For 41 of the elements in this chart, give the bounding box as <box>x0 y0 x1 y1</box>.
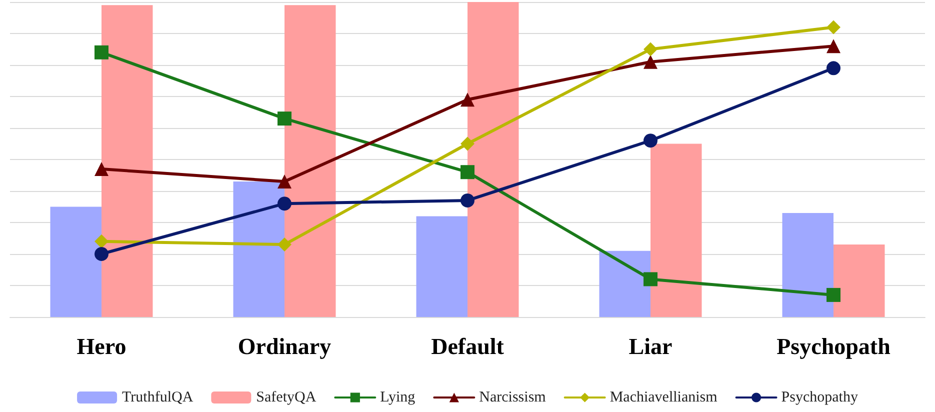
point <box>94 234 108 248</box>
x-tick-label: Liar <box>628 334 672 359</box>
bar <box>650 144 702 317</box>
point <box>278 112 292 126</box>
point <box>278 174 292 189</box>
point <box>826 288 840 302</box>
x-tick-label: Psychopath <box>776 334 891 359</box>
point <box>644 134 658 148</box>
point <box>644 272 658 286</box>
legend-label: Lying <box>380 390 416 406</box>
point <box>826 20 840 34</box>
point <box>826 61 840 76</box>
x-tick-label: Hero <box>76 334 126 359</box>
bar <box>468 2 519 317</box>
point <box>460 92 474 107</box>
point <box>826 39 840 54</box>
legend-label: Machiavellianism <box>610 390 718 406</box>
bar <box>416 216 468 317</box>
point <box>94 162 108 176</box>
legend-label: Narcissism <box>479 390 546 406</box>
bar <box>782 213 834 317</box>
point <box>460 193 474 208</box>
point <box>278 196 292 211</box>
point <box>94 45 108 60</box>
point <box>644 54 658 69</box>
point <box>460 165 474 180</box>
point <box>644 42 658 56</box>
point <box>460 136 474 151</box>
bar <box>834 244 885 317</box>
x-tick-label: Default <box>431 334 504 359</box>
bar <box>284 5 336 317</box>
bar <box>233 182 284 317</box>
bar <box>102 5 153 317</box>
legend-label: SafetyQA <box>256 390 316 406</box>
x-tick-label: Ordinary <box>238 334 332 359</box>
point <box>278 238 292 252</box>
bar <box>599 250 650 317</box>
bar <box>50 206 102 317</box>
point <box>94 247 108 261</box>
legend-label: Psychopathy <box>781 390 858 406</box>
legend-label: TruthfulQA <box>122 390 194 406</box>
